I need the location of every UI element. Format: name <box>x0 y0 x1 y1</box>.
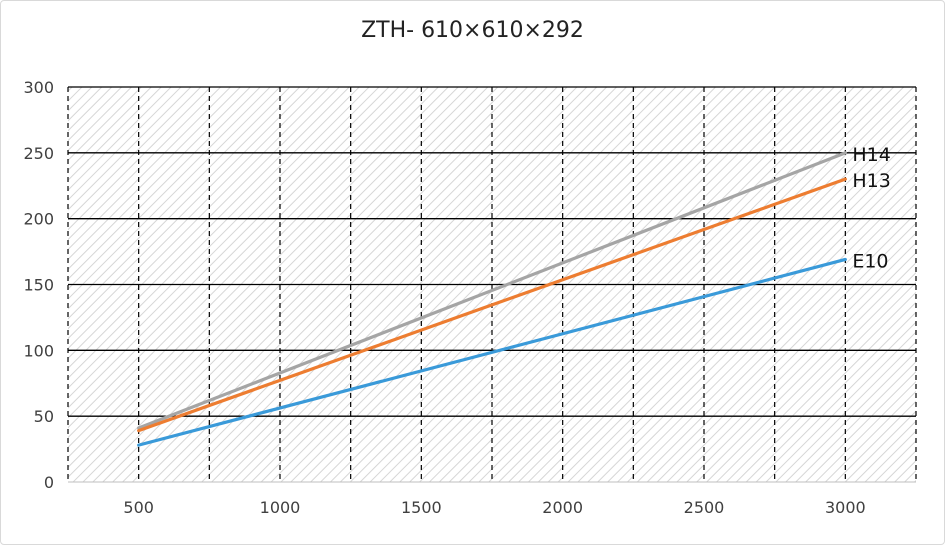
y-tick-label: 250 <box>23 144 54 163</box>
y-tick-label: 150 <box>23 276 54 295</box>
y-tick-label: 0 <box>44 473 54 492</box>
x-tick-label: 2500 <box>684 498 725 517</box>
series-line-h13 <box>137 177 847 433</box>
x-tick-label: 1500 <box>401 498 442 517</box>
x-tick-label: 500 <box>123 498 154 517</box>
y-tick-label: 300 <box>23 78 54 97</box>
series-lines <box>137 151 847 447</box>
y-tick-label: 200 <box>23 210 54 229</box>
grid-lines <box>67 86 917 483</box>
x-tick-label: 2000 <box>542 498 583 517</box>
series-line-h14 <box>137 151 847 430</box>
y-tick-label: 50 <box>34 407 54 426</box>
x-tick-label: 3000 <box>825 498 866 517</box>
chart-title: ZTH- 610×610×292 <box>361 18 584 43</box>
y-tick-label: 100 <box>23 341 54 360</box>
series-label-e10: E10 <box>852 250 888 272</box>
series-label-h13: H13 <box>852 170 890 192</box>
y-axis-ticks: 0 50 100 150 200 250 300 <box>23 78 54 492</box>
series-label-h14: H14 <box>852 144 890 166</box>
series-line-e10 <box>137 257 847 447</box>
x-tick-label: 1000 <box>260 498 301 517</box>
x-axis-ticks: 500 1000 1500 2000 2500 3000 <box>123 498 865 517</box>
series-labels: H14 H13 E10 <box>852 144 890 273</box>
